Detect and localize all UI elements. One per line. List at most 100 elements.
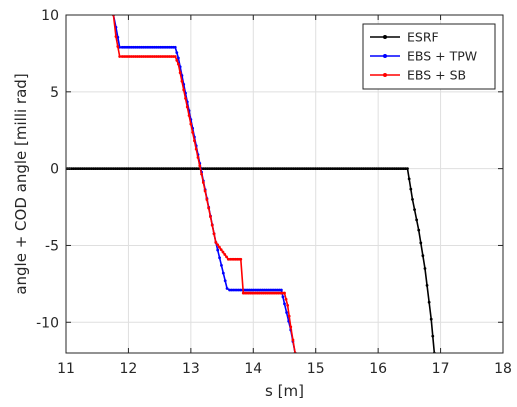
data-point <box>223 253 227 256</box>
legend-swatch-marker <box>383 35 387 39</box>
data-point <box>431 334 435 338</box>
data-point <box>411 197 414 201</box>
data-point <box>409 187 413 191</box>
series-esrf <box>66 167 436 353</box>
legend-item: EBS + SB <box>370 68 466 83</box>
data-point <box>173 45 177 49</box>
x-tick-label: 13 <box>182 361 200 377</box>
data-point <box>138 45 141 49</box>
x-tick-label: 16 <box>369 361 387 377</box>
data-point <box>427 300 431 304</box>
data-point <box>286 303 290 307</box>
data-point <box>221 250 225 254</box>
series-group <box>66 15 436 353</box>
data-point <box>277 291 281 295</box>
legend-swatch-marker <box>383 73 387 77</box>
data-point <box>200 172 203 176</box>
data-point <box>198 164 202 168</box>
data-point <box>263 291 267 295</box>
data-point <box>223 279 227 283</box>
data-point <box>291 338 295 342</box>
data-point <box>185 105 189 109</box>
data-point <box>283 302 286 306</box>
data-point <box>210 223 214 227</box>
data-point <box>130 45 134 49</box>
plot-frame <box>65 14 504 354</box>
y-axis-label: angle + COD angle [milli rad] <box>12 73 30 294</box>
data-point <box>429 317 433 321</box>
data-point <box>184 97 187 100</box>
data-point <box>134 45 138 49</box>
data-point <box>220 264 223 267</box>
data-point <box>425 284 429 287</box>
legend-item: ESRF <box>370 30 439 45</box>
data-point <box>182 88 186 92</box>
data-point <box>203 189 207 193</box>
data-point <box>271 291 275 295</box>
legend-swatch-marker <box>383 54 387 58</box>
data-point <box>143 55 147 58</box>
data-point <box>201 181 205 184</box>
data-point <box>406 167 409 171</box>
data-point <box>258 291 261 295</box>
data-point <box>283 291 286 295</box>
y-tick-label: -10 <box>36 315 59 331</box>
data-point <box>176 56 180 60</box>
data-point <box>122 55 126 58</box>
legend: ESRF EBS + TPW EBS + SB <box>362 23 496 90</box>
data-point <box>194 147 198 151</box>
data-point <box>289 325 293 329</box>
x-axis-label: s [m] <box>265 382 304 400</box>
data-point <box>178 71 182 75</box>
axis-ticks: 11 12 13 14 15 16 17 18 -10 -5 0 5 10 <box>36 8 512 377</box>
data-point <box>205 198 209 201</box>
data-point <box>132 55 136 58</box>
x-tick-label: 17 <box>432 361 450 377</box>
data-point <box>225 287 229 290</box>
data-point <box>120 45 124 49</box>
data-point <box>173 55 177 58</box>
data-point <box>126 55 130 58</box>
data-point <box>221 271 225 275</box>
data-point <box>141 55 145 58</box>
data-point <box>180 79 184 83</box>
data-point <box>209 215 212 219</box>
data-point <box>218 256 221 260</box>
legend-item: EBS + TPW <box>370 49 477 64</box>
data-point <box>139 45 143 49</box>
data-point <box>191 131 195 134</box>
data-point <box>269 291 273 295</box>
data-point <box>136 45 139 49</box>
data-point <box>287 314 291 318</box>
data-point <box>214 240 218 244</box>
data-point <box>284 297 288 301</box>
data-point <box>219 248 223 252</box>
x-tick-label: 14 <box>244 361 262 377</box>
data-point <box>421 254 425 258</box>
y-tick-label: -5 <box>45 238 59 254</box>
data-point <box>279 291 283 295</box>
data-point <box>207 206 211 210</box>
data-point <box>407 177 411 181</box>
data-point <box>423 267 427 270</box>
data-point <box>134 55 138 58</box>
data-point <box>273 291 277 295</box>
data-point <box>225 255 228 259</box>
data-point <box>261 291 265 295</box>
data-point <box>143 45 147 49</box>
data-point <box>216 248 220 252</box>
y-tick-label: 0 <box>50 162 59 178</box>
data-point <box>189 122 193 126</box>
data-point <box>175 51 179 55</box>
data-point <box>193 139 196 143</box>
data-point <box>141 45 145 49</box>
data-point <box>281 295 285 299</box>
x-tick-label: 15 <box>307 361 325 377</box>
data-point <box>275 291 279 295</box>
data-point <box>212 232 216 236</box>
data-point <box>136 55 139 58</box>
data-point <box>217 245 221 249</box>
data-point <box>267 291 271 295</box>
